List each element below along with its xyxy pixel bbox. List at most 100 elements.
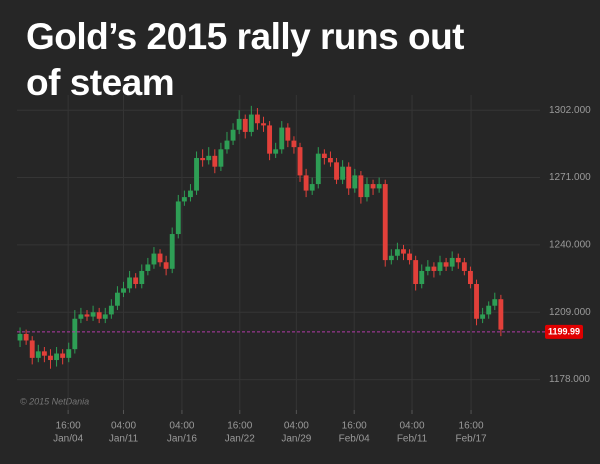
candle (492, 292, 498, 311)
candle-body (394, 249, 400, 256)
candle-body (29, 340, 35, 358)
candle-body (78, 314, 84, 319)
candle (90, 305, 96, 321)
candle-body (425, 266, 431, 271)
candle (468, 266, 473, 289)
candle-body (382, 184, 388, 261)
x-tick-label: 16:00 (459, 421, 484, 432)
candle (151, 247, 157, 269)
candle-body (419, 270, 425, 284)
candle (194, 151, 199, 195)
candle-body (303, 175, 309, 191)
candle-body (108, 305, 114, 315)
candle-body (90, 312, 96, 317)
candle-body (261, 123, 266, 126)
candle (388, 249, 394, 265)
candle (358, 171, 364, 204)
y-tick-label: 1271.000 (549, 172, 591, 183)
candle (41, 347, 47, 363)
candle (443, 257, 449, 271)
candle-body (41, 351, 47, 356)
candle-body (236, 118, 242, 130)
candle (236, 110, 242, 135)
candle-body (218, 149, 224, 167)
candle (352, 168, 358, 193)
candle (127, 270, 133, 293)
candle (200, 149, 206, 167)
candle (108, 299, 114, 319)
candle (206, 147, 212, 165)
candle (23, 329, 29, 345)
candle-body (358, 175, 364, 198)
candle (382, 179, 388, 267)
candle (309, 177, 315, 195)
watermark: © 2015 NetDania (20, 396, 89, 406)
y-tick-label: 1302.000 (549, 105, 591, 116)
candle-body (407, 253, 413, 261)
candle-body (315, 153, 321, 185)
candle-body (151, 253, 157, 265)
candle-body (401, 249, 406, 254)
x-tick-label: Jan/11 (109, 434, 139, 445)
candle-body (169, 234, 175, 269)
candle-body (224, 140, 230, 150)
x-tick-label: 16:00 (56, 421, 81, 432)
candle (78, 307, 84, 324)
candle (498, 294, 504, 337)
x-tick-label: 16:00 (342, 421, 367, 432)
candle-body (437, 262, 443, 271)
candle-body (206, 155, 212, 161)
candle (303, 168, 309, 198)
candle (96, 307, 102, 324)
candle-body (279, 127, 285, 150)
candle (419, 264, 425, 289)
candle (35, 344, 41, 363)
candle (461, 257, 467, 276)
candle-body (413, 260, 419, 284)
candle-body (334, 162, 339, 180)
candle-body (188, 190, 193, 198)
candle-body (370, 184, 376, 189)
x-tick-label: 16:00 (227, 421, 252, 432)
candle-body (54, 353, 59, 361)
x-tick-label: Feb/11 (397, 434, 428, 445)
x-tick-label: Feb/04 (339, 434, 371, 445)
x-tick-label: 04:00 (111, 421, 136, 432)
candle-body (72, 318, 78, 350)
candle (54, 347, 59, 367)
candle (139, 264, 145, 289)
candle (175, 194, 181, 239)
candle (218, 142, 224, 172)
candle (254, 108, 260, 130)
candle-body (291, 140, 297, 148)
candle (455, 253, 461, 269)
candle-body (194, 158, 199, 191)
x-tick-label: 04:00 (284, 421, 309, 432)
candle (315, 147, 321, 189)
candle-body (461, 262, 467, 271)
last-price-label: 1199.99 (548, 327, 580, 337)
candle-body (127, 277, 133, 289)
candle (376, 177, 382, 193)
x-tick-label: Jan/04 (53, 434, 83, 445)
candle-body (35, 351, 41, 358)
candle (133, 273, 139, 289)
candle-body (492, 299, 498, 306)
candle (181, 190, 187, 206)
candle-body (242, 118, 248, 132)
y-tick-label: 1178.000 (549, 374, 590, 385)
candle-body (443, 262, 449, 267)
candle-body (157, 253, 163, 263)
candle (273, 142, 279, 158)
x-tick-label: Jan/22 (225, 434, 255, 445)
candle (480, 307, 486, 324)
candle (285, 123, 291, 148)
chart-title: Gold’s 2015 rally runs out of steam (26, 16, 465, 103)
candle (48, 349, 53, 369)
y-tick-label: 1240.000 (549, 240, 591, 251)
candle (248, 105, 254, 137)
candle-body (163, 262, 169, 269)
candle (291, 136, 297, 154)
x-tick-label: Jan/29 (281, 434, 311, 445)
